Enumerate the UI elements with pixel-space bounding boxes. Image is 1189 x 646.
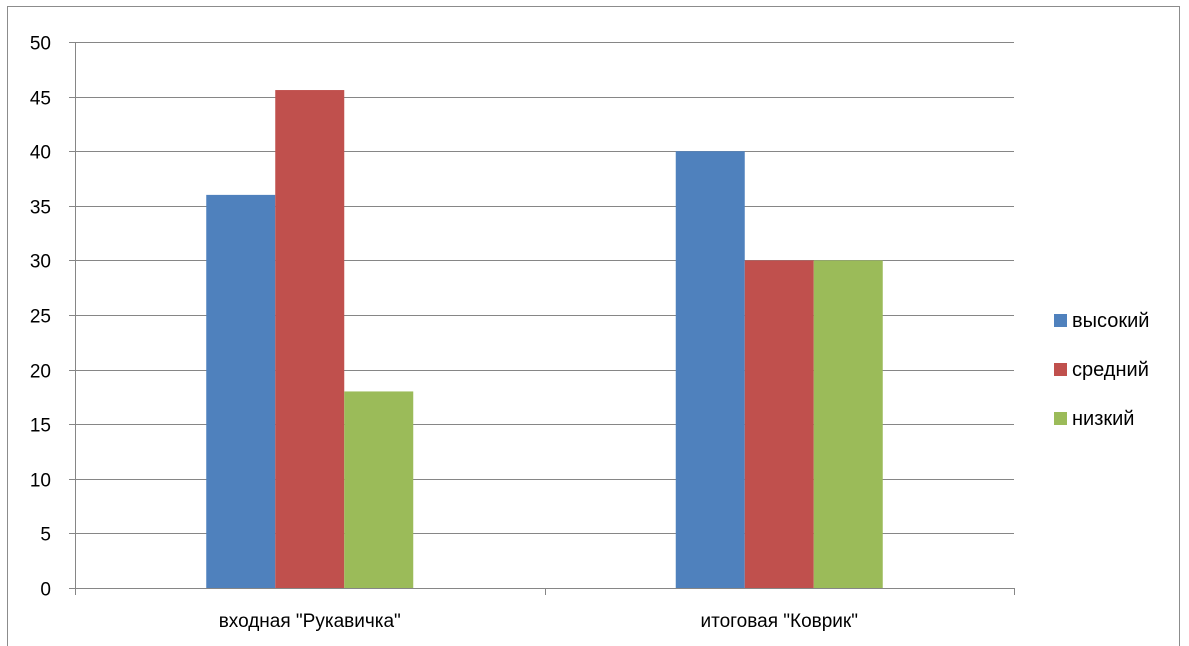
y-tick-label: 45 bbox=[30, 89, 51, 110]
legend-label: низкий bbox=[1072, 408, 1134, 430]
y-tick-label: 15 bbox=[30, 416, 51, 437]
y-tick-label: 40 bbox=[30, 143, 51, 164]
bar-низкий-1 bbox=[813, 260, 883, 588]
bar-высокий-0 bbox=[206, 194, 276, 588]
legend: высокий средний низкий bbox=[1054, 310, 1149, 430]
bar-низкий-0 bbox=[344, 391, 414, 588]
chart-area bbox=[7, 6, 1180, 646]
legend-label: высокий bbox=[1072, 310, 1149, 332]
axis-labels: 0 5 10 15 20 25 30 35 40 45 50 входная "Рукавичка" и… bbox=[30, 34, 858, 633]
legend-swatch-высокий bbox=[1054, 314, 1067, 327]
axes bbox=[69, 42, 1015, 595]
y-tick-label: 0 bbox=[40, 580, 51, 601]
bar-средний-1 bbox=[744, 260, 814, 588]
y-tick-label: 5 bbox=[40, 525, 51, 546]
bars bbox=[206, 90, 883, 588]
bar-высокий-1 bbox=[675, 151, 745, 588]
legend-label: средний bbox=[1072, 359, 1149, 381]
y-tick-label: 50 bbox=[30, 34, 51, 55]
y-tick-label: 20 bbox=[30, 362, 51, 383]
x-category-label: входная "Рукавичка" bbox=[219, 611, 401, 632]
y-tick-label: 10 bbox=[30, 471, 51, 492]
legend-swatch-низкий bbox=[1054, 412, 1067, 425]
y-tick-label: 25 bbox=[30, 307, 51, 328]
y-tick-label: 30 bbox=[30, 252, 51, 273]
y-tick-label: 35 bbox=[30, 198, 51, 219]
legend-swatch-средний bbox=[1054, 363, 1067, 376]
x-category-label: итоговая "Коврик" bbox=[701, 611, 858, 632]
bar-средний-0 bbox=[275, 90, 345, 588]
